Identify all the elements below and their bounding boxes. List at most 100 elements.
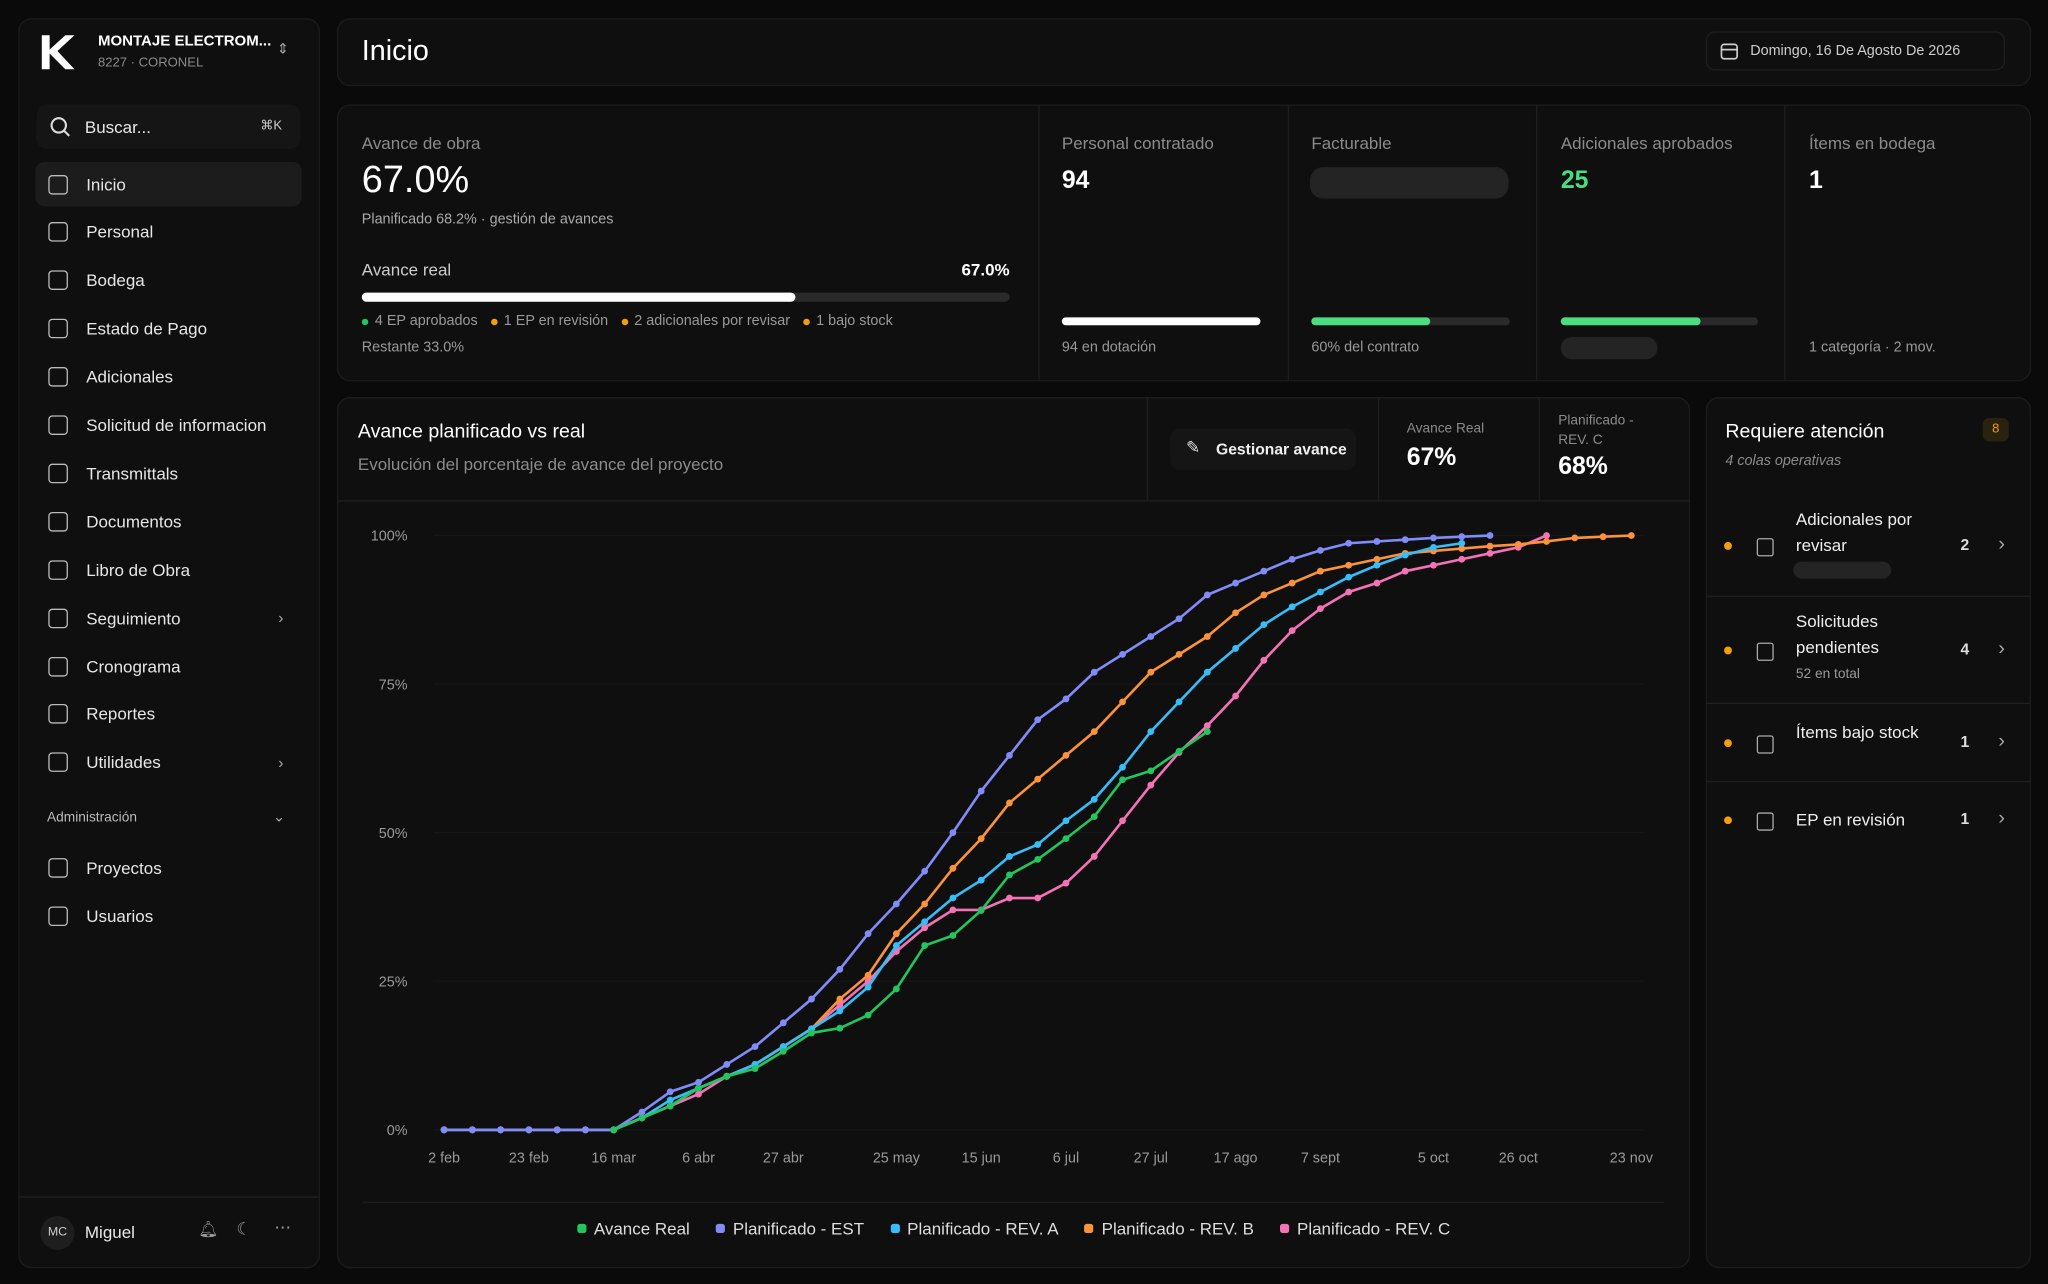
progress-value: 67.0% [361, 159, 470, 202]
point [1401, 551, 1409, 559]
point [497, 1126, 505, 1134]
company[interactable]: MONTAJE ELECTROM... [97, 33, 272, 50]
status-dot [1724, 816, 1732, 825]
point [1260, 567, 1268, 575]
nav-item[interactable]: Inicio [35, 161, 302, 207]
date-box[interactable]: Domingo, 16 De Agosto De 2026 [1705, 31, 2005, 71]
point [1345, 539, 1353, 547]
logo [41, 35, 75, 70]
x-tick-label: 23 nov [1610, 1150, 1654, 1166]
chip: 1 EP en revisión [490, 313, 608, 329]
nav-item[interactable]: Usuarios [35, 893, 301, 937]
nav-label: Estado de Pago [86, 318, 208, 339]
nav-item[interactable]: Adicionales [35, 355, 301, 399]
stat-track [1061, 317, 1261, 326]
edit-icon: ✎ [1185, 437, 1201, 458]
point [1119, 650, 1126, 658]
point [808, 995, 815, 1003]
nav-item[interactable]: Bodega [35, 258, 301, 302]
nav-icon [48, 559, 68, 580]
attention-item[interactable]: Solicitudes pendientes 52 en total 4 › [1705, 598, 2032, 704]
item-label: Solicitudes pendientes [1795, 611, 1880, 657]
point [1147, 767, 1155, 775]
nav-item[interactable]: Personal [35, 210, 301, 254]
point [1316, 546, 1324, 554]
x-tick-label: 6 abr [682, 1150, 715, 1166]
legend-swatch [1084, 1223, 1094, 1233]
nav-item[interactable]: Reportes [35, 692, 301, 736]
nav-item[interactable]: Estado de Pago [35, 307, 301, 351]
point [638, 1114, 646, 1122]
manage-button[interactable]: ✎ Gestionar avance [1170, 428, 1356, 471]
point [1090, 728, 1098, 736]
legend-item: Planificado - REV. A [890, 1219, 1059, 1238]
section-label: Administración [47, 809, 137, 826]
point [1175, 747, 1183, 755]
nav-item[interactable]: Documentos [35, 499, 301, 543]
divider [1146, 397, 1149, 501]
chevron: › [278, 608, 284, 628]
point [751, 1043, 759, 1050]
legend: Avance Real Planificado - EST Planificado … [337, 1218, 1690, 1239]
more-icon[interactable]: ⋯ [274, 1217, 292, 1237]
attention-item[interactable]: EP en revisión 1 › [1706, 784, 2031, 857]
point [892, 930, 900, 938]
chevron: › [278, 753, 284, 772]
nav-item[interactable]: Seguimiento › [35, 596, 301, 640]
user-name[interactable]: Miguel [84, 1222, 135, 1243]
point [864, 983, 872, 991]
switch-icon[interactable]: ⇕ [276, 41, 289, 58]
nav-item[interactable]: Proyectos [35, 845, 301, 889]
nav-label: Transmittals [86, 463, 179, 484]
point [1288, 555, 1296, 563]
point [921, 942, 929, 949]
point [553, 1126, 561, 1134]
stat-value: 94 [1061, 167, 1090, 195]
nav-item[interactable]: Cronograma [35, 644, 301, 688]
nav-item[interactable]: Transmittals [35, 451, 301, 495]
divider [1538, 397, 1540, 501]
point [1006, 894, 1013, 902]
skeleton [1793, 561, 1892, 579]
point [1543, 538, 1550, 545]
point [808, 1029, 815, 1037]
legend-label: Planificado - REV. C [1297, 1218, 1451, 1239]
point [864, 930, 872, 938]
collapse-icon[interactable]: ⌄ [272, 809, 286, 826]
nav-item[interactable]: Libro de Obra [35, 548, 301, 592]
nav-item[interactable]: Utilidades › [35, 740, 301, 784]
divider [1784, 104, 1786, 382]
point [525, 1126, 533, 1134]
search-box[interactable]: Buscar... ⌘K [36, 104, 301, 149]
attention-item[interactable]: Adicionales por revisar 2 › [1705, 496, 2032, 597]
x-tick-label: 25 may [873, 1150, 921, 1166]
nav-icon [48, 857, 68, 878]
point [1006, 751, 1013, 759]
item-count: 1 [1960, 732, 1970, 752]
nav-item[interactable]: Solicitud de informacion [35, 403, 301, 447]
point [836, 1007, 844, 1015]
point [1232, 579, 1239, 587]
chip-text: 1 bajo stock [816, 313, 893, 330]
stat-label: Personal contratado [1061, 133, 1214, 153]
point [1203, 722, 1211, 730]
nav-icon [48, 463, 68, 484]
stat-fill [1311, 317, 1431, 326]
legend-swatch [890, 1223, 900, 1233]
x-tick-label: 2 feb [428, 1150, 460, 1166]
nav-icon [48, 511, 68, 532]
attention-item[interactable]: Ítems bajo stock 1 › [1705, 705, 2032, 783]
point [1373, 555, 1381, 563]
search-icon [50, 117, 70, 137]
avatar: MC [40, 1215, 75, 1250]
legend-item: Planificado - EST [715, 1219, 864, 1238]
stat-value: 25 [1560, 167, 1589, 195]
chevron: › [1998, 532, 2005, 556]
theme-icon[interactable]: ☾ [236, 1218, 252, 1239]
point [666, 1096, 674, 1104]
bell-icon[interactable]: 🔔︎ [198, 1219, 219, 1239]
nav-label: Documentos [86, 511, 182, 532]
chip-text: 2 adicionales por revisar [634, 313, 790, 330]
nav-icon [48, 704, 68, 725]
progress-track [361, 292, 1010, 302]
